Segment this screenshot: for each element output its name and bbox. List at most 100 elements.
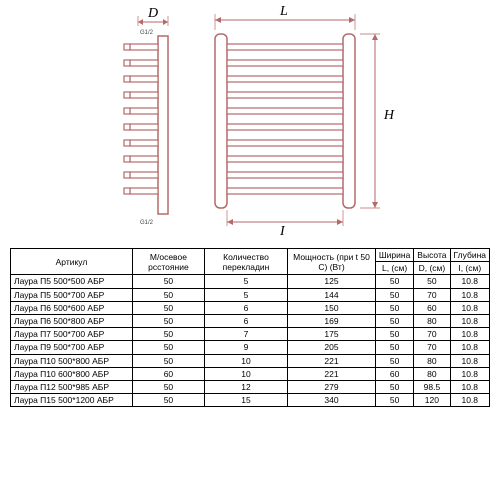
table-cell: 80 xyxy=(414,314,450,327)
table-cell: 10 xyxy=(204,367,287,380)
th-width: Ширина xyxy=(375,249,413,262)
svg-text:G1/2: G1/2 xyxy=(140,30,154,36)
table-row: Лаура П12 500*985 АБР50122795098.510.8 xyxy=(11,380,490,393)
table-cell: Лаура П6 500*600 АБР xyxy=(11,301,133,314)
table-body: Лаура П5 500*500 АБР505125505010.8Лаура … xyxy=(11,275,490,407)
table-cell: 5 xyxy=(204,275,287,288)
table-row: Лаура П6 500*600 АБР506150506010.8 xyxy=(11,301,490,314)
table-cell: 60 xyxy=(133,367,205,380)
th-D: D, (см) xyxy=(414,262,450,275)
table-cell: 50 xyxy=(133,380,205,393)
table-cell: 70 xyxy=(414,341,450,354)
table-cell: 144 xyxy=(288,288,376,301)
diagram-area: D G1/2 G1/2 xyxy=(8,8,492,238)
front-view-svg xyxy=(200,8,390,233)
table-cell: 10 xyxy=(204,354,287,367)
table-cell: 80 xyxy=(414,367,450,380)
table-cell: 10.8 xyxy=(450,328,490,341)
table-cell: 221 xyxy=(288,367,376,380)
table-cell: 150 xyxy=(288,301,376,314)
table-cell: 7 xyxy=(204,328,287,341)
table-cell: 50 xyxy=(133,394,205,407)
table-cell: 50 xyxy=(375,380,413,393)
table-cell: 125 xyxy=(288,275,376,288)
table-cell: 10.8 xyxy=(450,341,490,354)
table-row: Лаура П15 500*1200 АБР50153405012010.8 xyxy=(11,394,490,407)
table-cell: 50 xyxy=(133,314,205,327)
table-cell: 50 xyxy=(133,288,205,301)
table-cell: 50 xyxy=(375,301,413,314)
side-view: D G1/2 G1/2 xyxy=(110,8,180,238)
table-cell: 15 xyxy=(204,394,287,407)
table-cell: 12 xyxy=(204,380,287,393)
label-L: L xyxy=(280,4,288,20)
table-cell: 340 xyxy=(288,394,376,407)
th-artikul: Артикул xyxy=(11,249,133,275)
table-cell: Лаура П9 500*700 АБР xyxy=(11,341,133,354)
table-cell: 50 xyxy=(414,275,450,288)
table-row: Лаура П5 500*500 АБР505125505010.8 xyxy=(11,275,490,288)
table-cell: 70 xyxy=(414,328,450,341)
table-cell: 60 xyxy=(414,301,450,314)
table-cell: 50 xyxy=(375,288,413,301)
table-cell: 6 xyxy=(204,301,287,314)
table-cell: 50 xyxy=(133,275,205,288)
table-cell: 175 xyxy=(288,328,376,341)
table-header: Артикул М/осевое рсстояние Количество пе… xyxy=(11,249,490,275)
table-cell: 50 xyxy=(375,341,413,354)
side-view-svg: G1/2 G1/2 xyxy=(110,8,180,228)
table-cell: 205 xyxy=(288,341,376,354)
th-depth: Глубина xyxy=(450,249,490,262)
table-row: Лаура П5 500*700 АБР505144507010.8 xyxy=(11,288,490,301)
table-cell: 50 xyxy=(375,354,413,367)
table-cell: 9 xyxy=(204,341,287,354)
table-row: Лаура П10 500*800 АБР5010221508010.8 xyxy=(11,354,490,367)
th-L: L, (см) xyxy=(375,262,413,275)
table-cell: 70 xyxy=(414,288,450,301)
table-cell: 50 xyxy=(375,275,413,288)
table-cell: 10.8 xyxy=(450,367,490,380)
table-cell: 6 xyxy=(204,314,287,327)
table-cell: Лаура П10 500*800 АБР xyxy=(11,354,133,367)
th-spacing: М/осевое рсстояние xyxy=(133,249,205,275)
table-cell: Лаура П10 600*800 АБР xyxy=(11,367,133,380)
table-cell: 50 xyxy=(375,328,413,341)
table-cell: 120 xyxy=(414,394,450,407)
table-cell: Лаура П15 500*1200 АБР xyxy=(11,394,133,407)
table-cell: 279 xyxy=(288,380,376,393)
table-row: Лаура П10 600*800 АБР6010221608010.8 xyxy=(11,367,490,380)
table-cell: 10.8 xyxy=(450,275,490,288)
table-cell: Лаура П12 500*985 АБР xyxy=(11,380,133,393)
spec-table: Артикул М/осевое рсстояние Количество пе… xyxy=(10,248,490,407)
table-cell: 5 xyxy=(204,288,287,301)
table-cell: Лаура П7 500*700 АБР xyxy=(11,328,133,341)
table-cell: 50 xyxy=(133,354,205,367)
table-cell: Лаура П5 500*500 АБР xyxy=(11,275,133,288)
table-cell: 60 xyxy=(375,367,413,380)
th-height: Высота xyxy=(414,249,450,262)
th-count: Количество перекладин xyxy=(204,249,287,275)
th-power: Мощность (при t 50 C) (Вт) xyxy=(288,249,376,275)
table-cell: 10.8 xyxy=(450,380,490,393)
table-cell: Лаура П5 500*700 АБР xyxy=(11,288,133,301)
table-cell: 98.5 xyxy=(414,380,450,393)
table-cell: 80 xyxy=(414,354,450,367)
table-cell: 10.8 xyxy=(450,394,490,407)
table-cell: 50 xyxy=(375,394,413,407)
table-cell: 221 xyxy=(288,354,376,367)
th-I: I, (см) xyxy=(450,262,490,275)
table-cell: 50 xyxy=(375,314,413,327)
table-cell: 10.8 xyxy=(450,354,490,367)
table-cell: 50 xyxy=(133,301,205,314)
label-H: H xyxy=(384,108,394,124)
table-cell: 10.8 xyxy=(450,301,490,314)
table-cell: 10.8 xyxy=(450,288,490,301)
table-cell: 10.8 xyxy=(450,314,490,327)
table-row: Лаура П6 500*800 АБР506169508010.8 xyxy=(11,314,490,327)
label-I: I xyxy=(280,224,285,240)
front-view: L H I xyxy=(200,8,390,238)
svg-text:G1/2: G1/2 xyxy=(140,220,154,226)
label-D: D xyxy=(148,6,158,22)
table-row: Лаура П7 500*700 АБР507175507010.8 xyxy=(11,328,490,341)
table-cell: 169 xyxy=(288,314,376,327)
